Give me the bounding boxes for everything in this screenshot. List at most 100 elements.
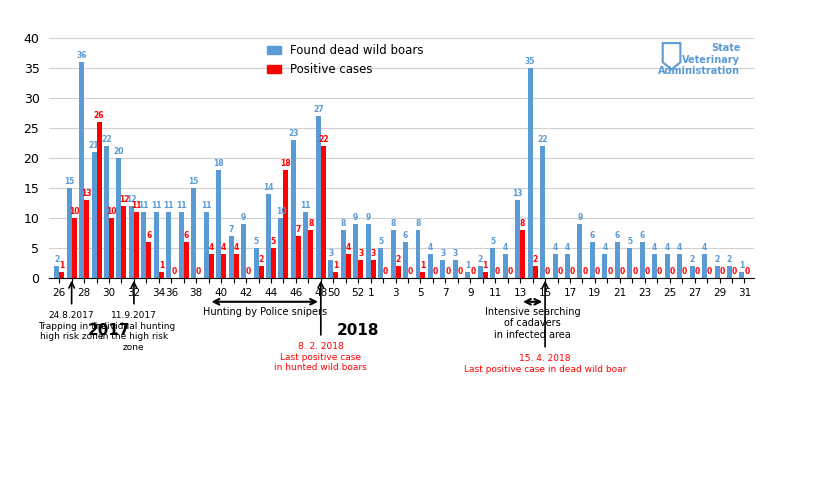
Text: 9: 9: [577, 213, 581, 222]
Text: 2017: 2017: [88, 323, 130, 338]
Text: 11: 11: [138, 201, 149, 210]
Bar: [66, 188, 71, 278]
Text: 6: 6: [146, 231, 152, 240]
Bar: [378, 248, 382, 278]
Text: 13: 13: [81, 189, 92, 198]
Text: 11: 11: [201, 201, 211, 210]
Text: 1: 1: [333, 261, 338, 270]
Bar: [452, 260, 457, 278]
Bar: [602, 254, 607, 278]
Text: 0: 0: [171, 267, 176, 276]
Text: 9: 9: [365, 213, 370, 222]
Bar: [265, 194, 270, 278]
Bar: [428, 254, 432, 278]
Text: 6: 6: [589, 231, 595, 240]
Bar: [527, 68, 532, 278]
Text: 21: 21: [88, 141, 99, 150]
Text: 1: 1: [159, 261, 164, 270]
Text: 0: 0: [581, 267, 587, 276]
Text: 0: 0: [507, 267, 512, 276]
Text: 4: 4: [663, 243, 669, 252]
Text: 8: 8: [390, 219, 396, 228]
Text: 26: 26: [93, 111, 104, 120]
Text: 0: 0: [669, 267, 674, 276]
Bar: [71, 218, 76, 278]
Bar: [333, 272, 338, 278]
Bar: [221, 254, 226, 278]
Bar: [577, 224, 581, 278]
Text: 0: 0: [545, 267, 550, 276]
Text: 0: 0: [644, 267, 649, 276]
Text: 5: 5: [490, 237, 495, 246]
Bar: [664, 254, 669, 278]
Text: 23: 23: [287, 129, 298, 138]
Text: 2: 2: [689, 255, 694, 264]
Bar: [415, 230, 420, 278]
Text: 14: 14: [263, 183, 274, 192]
Text: 22: 22: [536, 135, 547, 144]
Text: 1: 1: [739, 261, 744, 270]
Text: 0: 0: [495, 267, 500, 276]
Bar: [464, 272, 470, 278]
Text: 11: 11: [131, 201, 142, 210]
Bar: [159, 272, 164, 278]
Text: 24.8.2017
Trapping in the
high risk zone: 24.8.2017 Trapping in the high risk zone: [38, 311, 106, 341]
Bar: [258, 266, 263, 278]
Bar: [365, 224, 370, 278]
Text: 10: 10: [69, 207, 79, 216]
Text: 9: 9: [353, 213, 358, 222]
Bar: [315, 116, 320, 278]
Bar: [92, 152, 97, 278]
Text: 11: 11: [176, 201, 186, 210]
Text: Intensive searching
of cadavers
in infected area: Intensive searching of cadavers in infec…: [484, 307, 580, 340]
Bar: [627, 248, 631, 278]
Text: 4: 4: [601, 243, 607, 252]
Text: 11: 11: [151, 201, 161, 210]
Bar: [390, 230, 395, 278]
Text: 6: 6: [183, 231, 188, 240]
Bar: [514, 200, 519, 278]
Bar: [689, 266, 694, 278]
Text: 4: 4: [651, 243, 657, 252]
Text: 4: 4: [564, 243, 569, 252]
Text: 3: 3: [358, 249, 363, 258]
Text: 0: 0: [469, 267, 475, 276]
Text: 0: 0: [445, 267, 450, 276]
Bar: [440, 260, 445, 278]
Text: 4: 4: [233, 243, 238, 252]
Text: 8: 8: [340, 219, 346, 228]
Text: 10: 10: [275, 207, 286, 216]
Text: 0: 0: [607, 267, 612, 276]
Bar: [320, 146, 325, 278]
Bar: [370, 260, 375, 278]
Bar: [296, 236, 301, 278]
Bar: [346, 254, 351, 278]
Bar: [129, 206, 133, 278]
Text: 0: 0: [744, 267, 749, 276]
Bar: [154, 212, 159, 278]
Bar: [203, 212, 208, 278]
Text: 3: 3: [370, 249, 375, 258]
Bar: [403, 242, 408, 278]
Bar: [208, 254, 214, 278]
Text: 5: 5: [627, 237, 631, 246]
Bar: [191, 188, 196, 278]
Bar: [116, 158, 121, 278]
Bar: [233, 254, 238, 278]
Text: 4: 4: [701, 243, 706, 252]
Bar: [482, 272, 487, 278]
Bar: [614, 242, 619, 278]
Bar: [490, 248, 495, 278]
Bar: [308, 230, 313, 278]
Bar: [79, 62, 84, 278]
Text: 0: 0: [246, 267, 251, 276]
Bar: [183, 242, 188, 278]
Text: 0: 0: [731, 267, 736, 276]
Text: 0: 0: [706, 267, 712, 276]
Text: 36: 36: [76, 51, 87, 60]
Bar: [676, 254, 681, 278]
Text: 15: 15: [64, 177, 75, 186]
Text: 5: 5: [253, 237, 258, 246]
Bar: [141, 212, 147, 278]
Bar: [229, 236, 233, 278]
